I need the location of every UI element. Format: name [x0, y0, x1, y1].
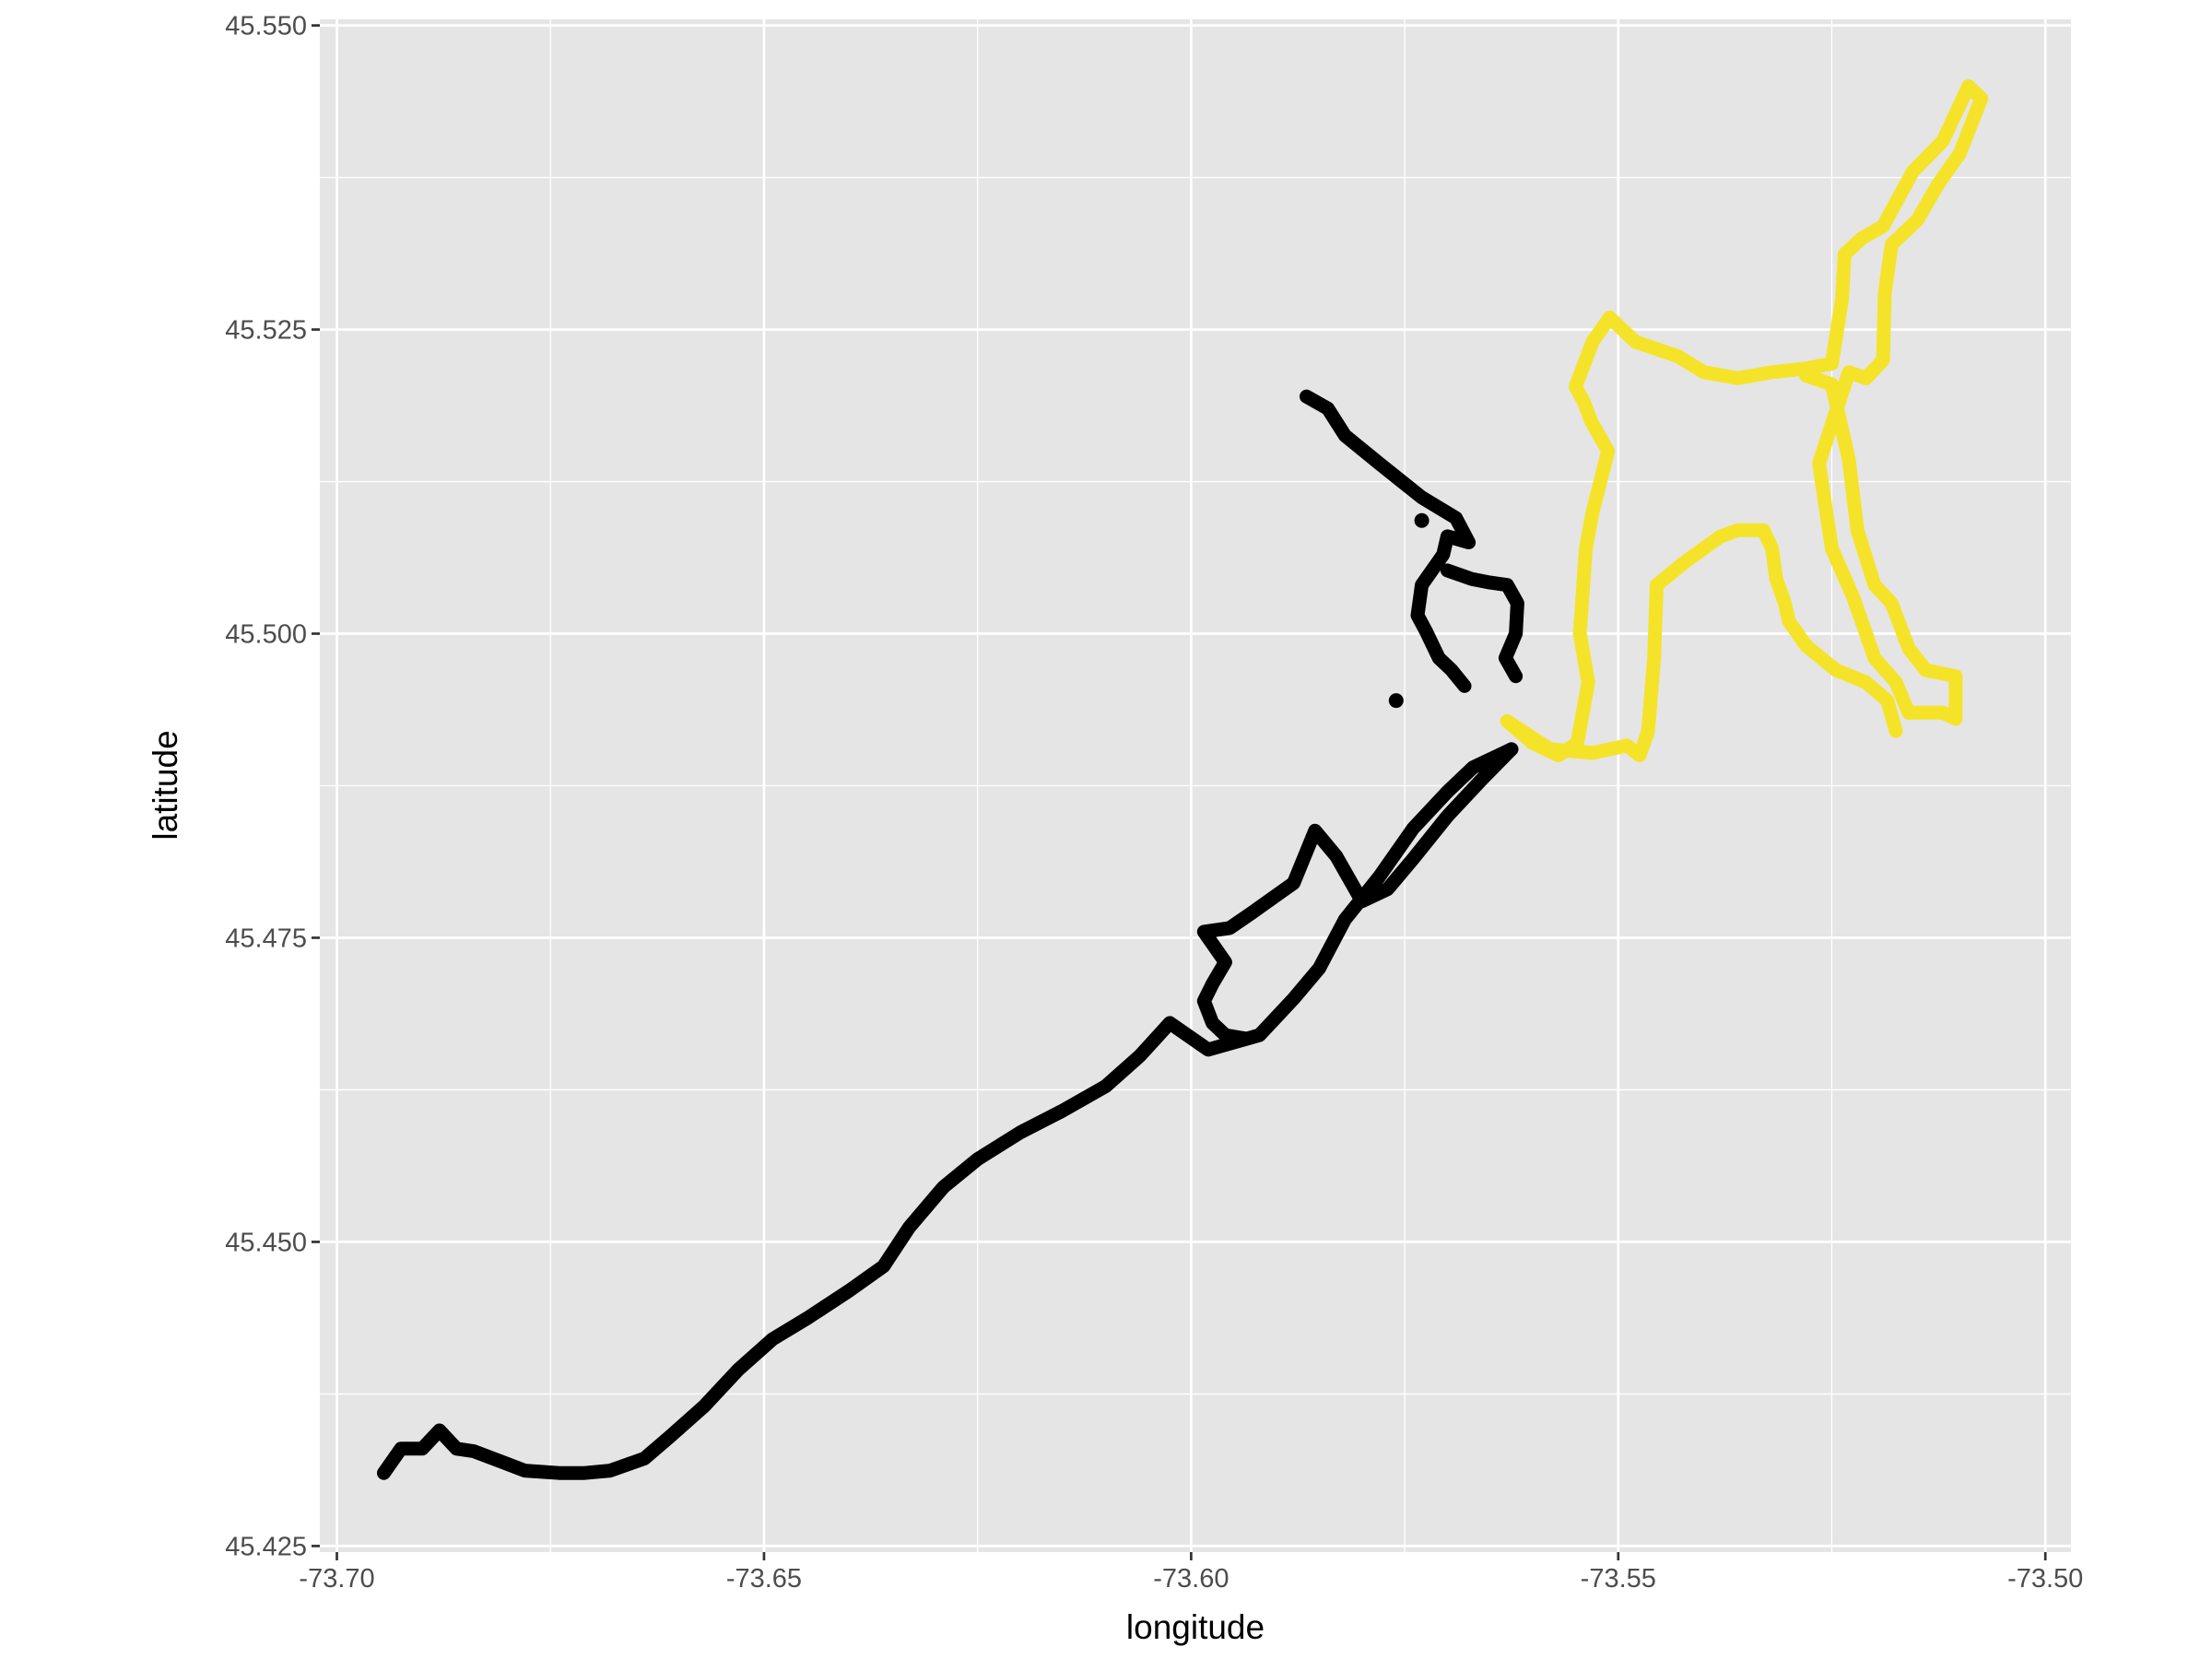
- track-path: [377, 742, 1519, 1480]
- x-tick-label: -73.60: [1153, 1564, 1229, 1594]
- y-tick-label: 45.450: [225, 1228, 307, 1257]
- track-point: [1414, 512, 1430, 528]
- y-tick-label: 45.550: [225, 12, 307, 41]
- track-point: [1388, 693, 1404, 709]
- y-tick-label: 45.525: [225, 316, 307, 346]
- track-path: [1440, 563, 1524, 684]
- series-2: [1500, 79, 1989, 762]
- track-path: [1196, 742, 1519, 1046]
- x-axis-title: longitude: [1126, 1608, 1265, 1646]
- track-path: [1500, 523, 1903, 762]
- x-tick-label: -73.70: [299, 1564, 374, 1594]
- x-tick-label: -73.50: [2007, 1564, 2083, 1594]
- y-axis-title: latitude: [147, 730, 184, 840]
- y-tick-label: 45.500: [225, 620, 307, 650]
- data-layer: [377, 79, 1989, 1480]
- y-tick-label: 45.475: [225, 924, 307, 953]
- x-tick-label: -73.55: [1581, 1564, 1656, 1594]
- track-path: [1300, 389, 1477, 693]
- x-tick-label: -73.65: [726, 1564, 802, 1594]
- track-path: [1500, 79, 1989, 762]
- y-tick-label: 45.425: [225, 1532, 307, 1561]
- series-1: [377, 389, 1524, 1480]
- axes: -73.70 -73.65 -73.60 -73.55 -73.50 45.425 45.4…: [225, 12, 2083, 1594]
- gridlines: [320, 19, 2071, 1552]
